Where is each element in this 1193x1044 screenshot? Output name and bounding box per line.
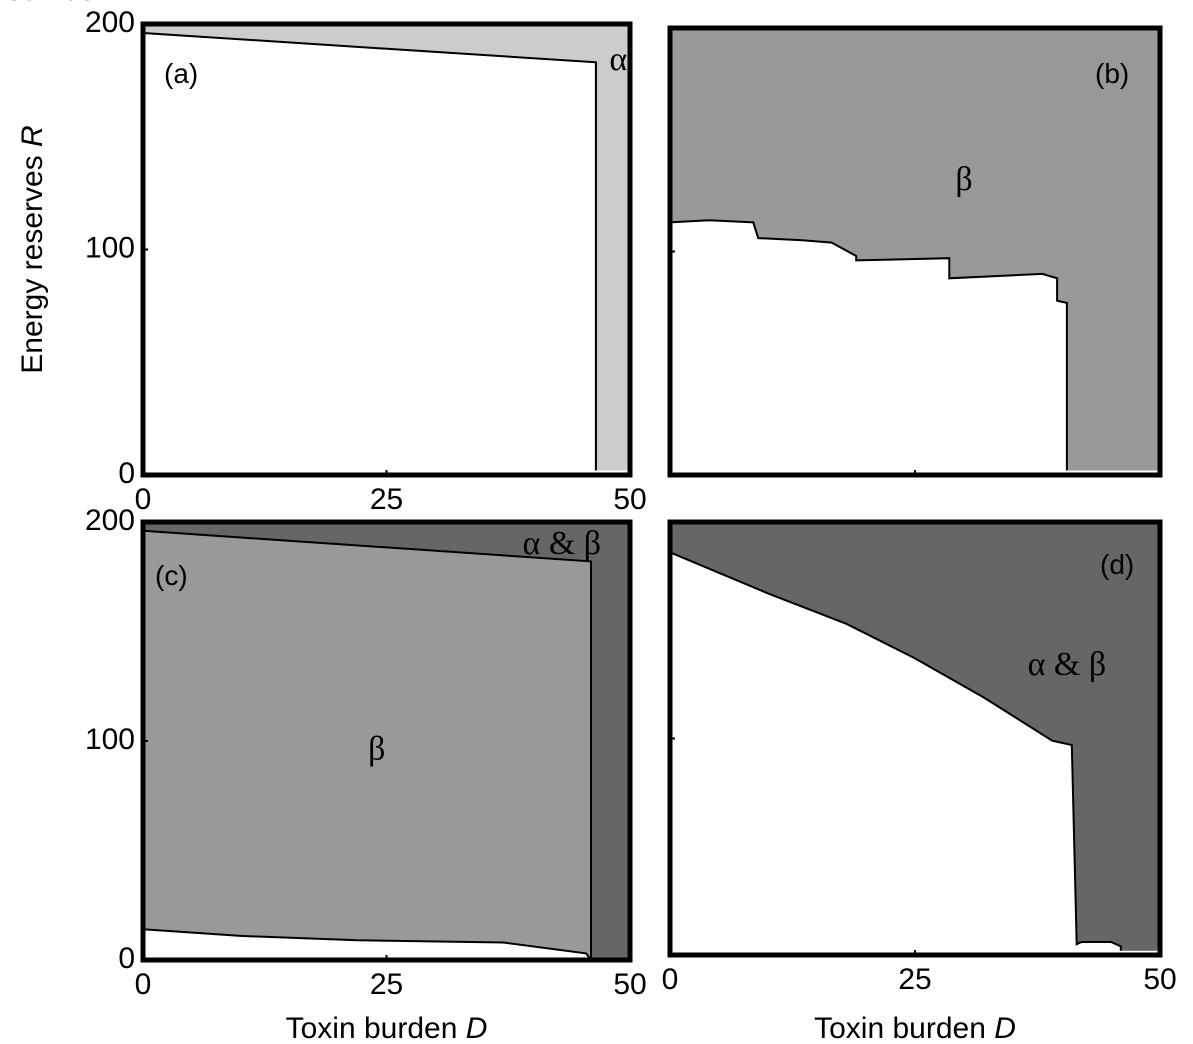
y-tick-label-c-0: 0 <box>118 942 135 975</box>
x-axis-title-d: Toxin burden D <box>814 1012 1016 1044</box>
panel-d: (d) α & β 0 25 50 Toxin burden D <box>662 519 1177 1044</box>
panel-b: (b) β <box>667 25 1163 478</box>
region-alpha-beta-d <box>670 522 1160 951</box>
region-label-alpha-a: α <box>609 41 627 78</box>
x-tick-label-a-0: 0 <box>135 483 152 516</box>
panel-c-letter: (c) <box>155 560 188 591</box>
region-label-beta-b: β <box>955 161 972 198</box>
region-lower-boundary-c <box>142 928 592 961</box>
panel-a-background <box>143 24 630 475</box>
y-axis-title-symbol: R <box>16 125 49 147</box>
y-axis-title-symbol: R <box>103 0 125 7</box>
region-boundary-a <box>142 32 597 471</box>
panel-a: (a) α 0 100 200 0 25 50 Energy reserves R <box>16 6 647 516</box>
x-tick-label-a-2: 50 <box>613 483 646 516</box>
x-tick-label-c-2: 50 <box>613 968 646 1001</box>
x-axis-title-c: Toxin burden D <box>286 1012 488 1044</box>
region-beta-b <box>670 28 1160 471</box>
region-label-alpha-beta-c: α & β <box>523 525 602 562</box>
y-axis-title-a: Energy reserves R <box>16 125 49 373</box>
x-axis-title-symbol: D <box>994 1012 1016 1044</box>
x-tick-label-a-1: 25 <box>370 483 403 516</box>
region-beta-c <box>143 530 591 960</box>
x-axis-title-text: Toxin burden <box>286 1012 466 1044</box>
panel-c: (c)βα & β010020002550Energy reserves RTo… <box>0 0 647 1044</box>
panel-d-letter: (d) <box>1100 549 1134 580</box>
y-axis-title-c: Energy reserves R <box>0 0 124 7</box>
y-tick-label-c-2: 200 <box>85 504 135 537</box>
y-axis-title-text: Energy reserves <box>16 147 49 374</box>
region-boundary-c <box>142 529 592 960</box>
x-axis-title-text: Toxin burden <box>814 1012 994 1044</box>
y-tick-label-a-0: 0 <box>118 457 135 490</box>
panel-b-letter: (b) <box>1095 58 1129 89</box>
x-tick-label-c-1: 25 <box>370 968 403 1001</box>
region-label-beta-c: β <box>368 731 385 768</box>
region-boundary-b <box>669 219 1068 471</box>
x-tick-label-c-0: 0 <box>135 968 152 1001</box>
y-tick-label-a-2: 200 <box>85 6 135 39</box>
y-tick-label-c-1: 100 <box>85 723 135 756</box>
x-tick-label-d-2: 50 <box>1143 963 1176 996</box>
y-axis-title-text: Energy reserves <box>0 0 103 7</box>
region-label-alpha-beta-d: α & β <box>1028 646 1107 683</box>
x-axis-title-symbol: D <box>466 1012 488 1044</box>
panel-a-letter: (a) <box>164 58 198 89</box>
x-tick-label-d-1: 25 <box>898 963 931 996</box>
region-boundary-d <box>669 551 1122 951</box>
y-tick-label-a-1: 100 <box>85 231 135 264</box>
x-tick-label-d-0: 0 <box>662 963 679 996</box>
